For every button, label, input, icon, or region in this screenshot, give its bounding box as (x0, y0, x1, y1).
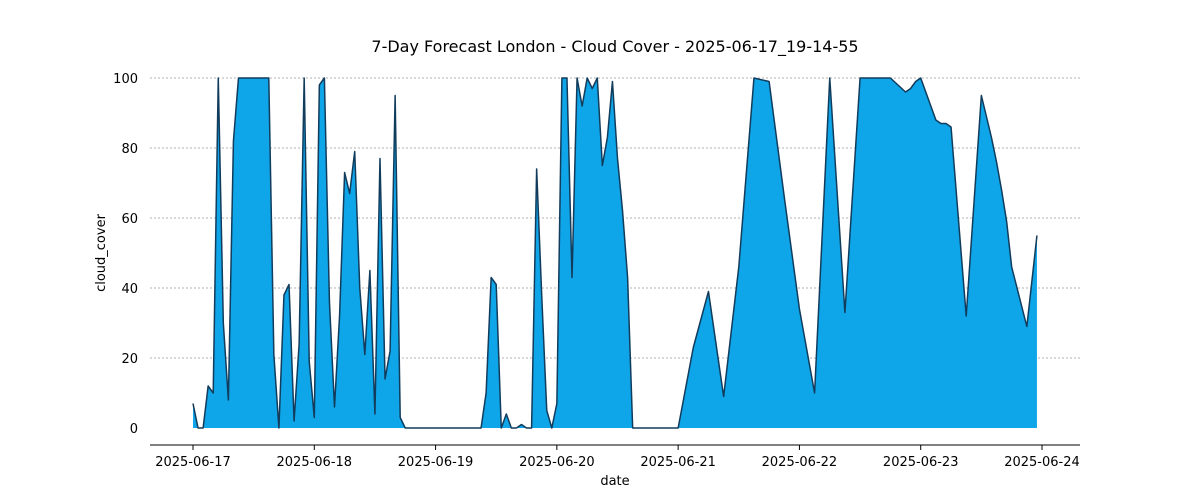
x-tick-label: 2025-06-21 (640, 455, 716, 470)
x-axis-label: date (600, 474, 629, 489)
y-tick-label: 80 (121, 142, 138, 157)
x-tick-label: 2025-06-18 (277, 455, 353, 470)
chart-title: 7-Day Forecast London - Cloud Cover - 20… (371, 37, 858, 57)
y-tick-label: 0 (130, 422, 138, 437)
x-tick-label: 2025-06-23 (883, 455, 959, 470)
x-tick-label: 2025-06-24 (1004, 455, 1080, 470)
x-tick-label: 2025-06-17 (155, 455, 231, 470)
x-tick-label: 2025-06-19 (398, 455, 474, 470)
y-tick-label: 100 (113, 72, 138, 87)
y-axis-label: cloud_cover (94, 213, 109, 291)
x-tick-label: 2025-06-22 (762, 455, 838, 470)
y-tick-label: 20 (121, 352, 138, 367)
y-tick-label: 60 (121, 212, 138, 227)
x-axis-ticks: 2025-06-17 2025-06-18 2025-06-19 2025-06-20… (155, 445, 1080, 470)
y-axis-ticks: 0 20 40 60 80 100 (113, 72, 138, 437)
x-tick-label: 2025-06-20 (519, 455, 595, 470)
y-tick-label: 40 (121, 282, 138, 297)
cloud-cover-line (192, 77, 1038, 429)
